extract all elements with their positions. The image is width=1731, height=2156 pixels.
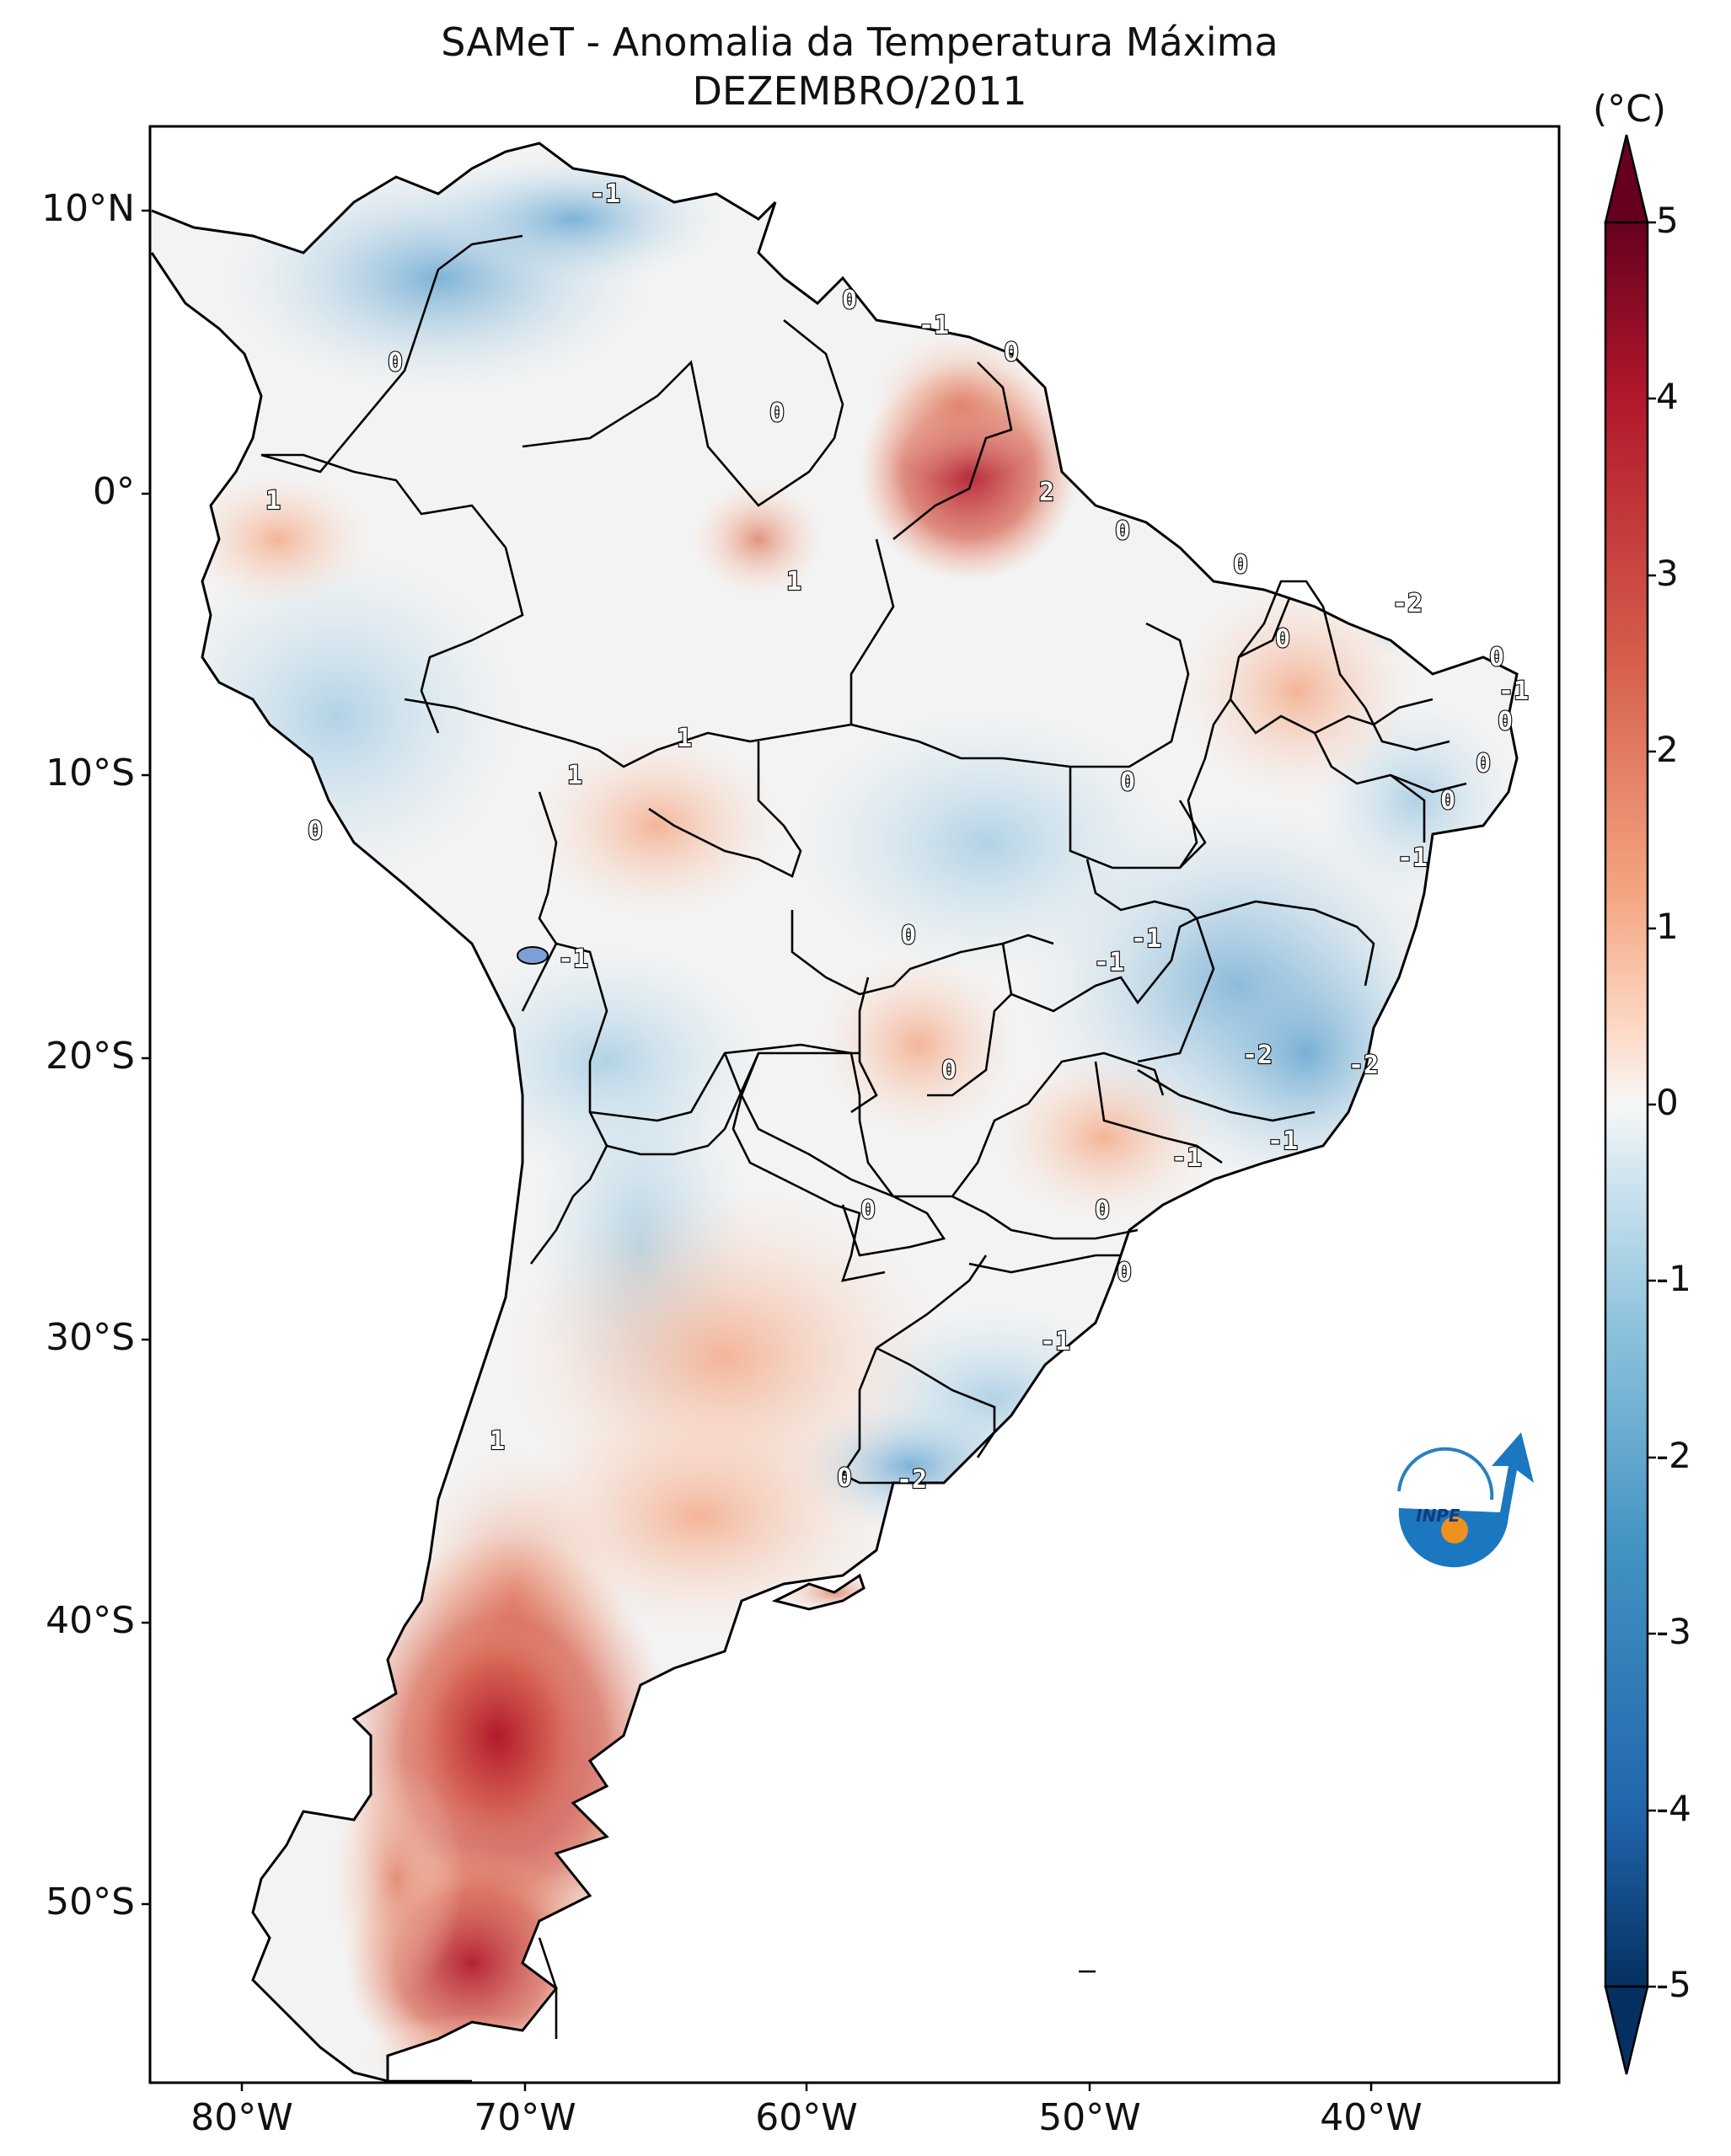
axis-ticks — [142, 209, 1373, 2091]
colorbar-max-arrow — [1604, 134, 1649, 224]
colorbar-tick-label: -5 — [1656, 1964, 1691, 2005]
contour-label: 0 — [1117, 1258, 1132, 1287]
lat-label: 50°S — [46, 1880, 135, 1923]
contour-label: -1 — [590, 179, 620, 209]
contour-label: 0 — [1498, 707, 1513, 736]
colorbar-tick-label: -3 — [1656, 1611, 1691, 1652]
lon-label: 70°W — [474, 2096, 576, 2139]
colorbar-tick-label: 0 — [1656, 1082, 1679, 1123]
map-subtitle: DEZEMBRO/2011 — [692, 68, 1027, 114]
contour-label: -1 — [1040, 1327, 1070, 1356]
contour-label: 1 — [786, 567, 801, 597]
lon-label: 80°W — [190, 2096, 293, 2139]
lat-label: 0° — [93, 470, 135, 513]
contour-label: 0 — [1233, 550, 1248, 580]
contour-label: 0 — [1440, 786, 1455, 816]
contour-label: 0 — [308, 816, 323, 846]
contour-label: 1 — [677, 724, 692, 753]
contour-label: 0 — [1275, 624, 1290, 654]
contour-label: 1 — [490, 1426, 505, 1456]
contour-label: 0 — [1120, 768, 1135, 797]
contour-label: 2 — [1039, 478, 1054, 507]
contour-label: 1 — [567, 761, 582, 790]
contour-label: 0 — [769, 399, 785, 428]
contour-label: -2 — [1242, 1041, 1273, 1070]
colorbar — [1604, 134, 1656, 2075]
colorbar-tick-label: -2 — [1656, 1435, 1691, 1476]
contour-label: -1 — [558, 944, 588, 974]
inpe-logo — [1397, 1432, 1534, 1568]
contour-label: -2 — [1392, 589, 1423, 618]
contour-label: 1 — [265, 486, 281, 516]
lat-label: 10°S — [46, 752, 135, 794]
lat-label: 30°S — [46, 1316, 135, 1359]
contour-label: 0 — [1004, 338, 1019, 367]
contour-label: -1 — [919, 311, 949, 340]
lon-label: 60°W — [755, 2096, 858, 2139]
contour-label: 0 — [1095, 1196, 1110, 1225]
contour-label: 0 — [388, 348, 403, 377]
contour-label: -1 — [1171, 1143, 1202, 1173]
contour-label: -2 — [897, 1465, 927, 1495]
lon-label: 40°W — [1320, 2096, 1423, 2139]
lat-label: 20°S — [46, 1035, 135, 1078]
colorbar-scale — [1604, 221, 1649, 1988]
lon-label: 50°W — [1038, 2096, 1141, 2139]
contour-label: -1 — [1131, 924, 1161, 954]
contour-label: 0 — [1115, 516, 1130, 546]
map-title: SAMeT - Anomalia da Temperatura Máxima — [441, 19, 1278, 65]
contour-label: 0 — [860, 1196, 876, 1225]
colorbar-tick-label: -4 — [1656, 1788, 1691, 1829]
contour-label: -1 — [1397, 843, 1428, 873]
lat-label: 10°N — [41, 187, 135, 230]
colorbar-tick-label: 5 — [1656, 200, 1679, 241]
lake-titicaca — [517, 946, 549, 965]
colorbar-tick-label: 4 — [1656, 376, 1679, 417]
colorbar-tick-label: 3 — [1656, 553, 1679, 594]
borders — [260, 234, 1467, 2083]
contour-label: 0 — [842, 286, 857, 315]
colorbar-tick-label: -1 — [1656, 1258, 1691, 1299]
contour-label: 0 — [837, 1463, 852, 1493]
contour-label: 0 — [901, 921, 916, 950]
contour-label: 0 — [1489, 643, 1504, 672]
coastline — [150, 142, 1519, 2083]
contour-label: -1 — [1094, 948, 1124, 977]
falkland-islands — [771, 1573, 866, 1611]
colorbar-tick-label: 1 — [1656, 906, 1679, 947]
plot-border — [148, 125, 1561, 2084]
contour-labels: -1 0 0 -1 0 0 1 0 1 2 0 0 -2 0 0 -1 0 1 … — [265, 179, 1530, 1495]
contour-label: -1 — [1267, 1126, 1298, 1156]
contour-label: -2 — [1348, 1051, 1379, 1080]
contour-label: 0 — [941, 1056, 957, 1085]
colorbar-min-arrow — [1604, 1985, 1649, 2075]
inpe-logo-text: INPE — [1416, 1506, 1460, 1526]
contour-label: -1 — [1498, 677, 1529, 706]
colorbar-tick-label: 2 — [1656, 729, 1679, 770]
colorbar-unit: (°C) — [1593, 88, 1667, 131]
lat-label: 40°S — [46, 1599, 135, 1642]
contour-label: 0 — [1476, 749, 1491, 778]
